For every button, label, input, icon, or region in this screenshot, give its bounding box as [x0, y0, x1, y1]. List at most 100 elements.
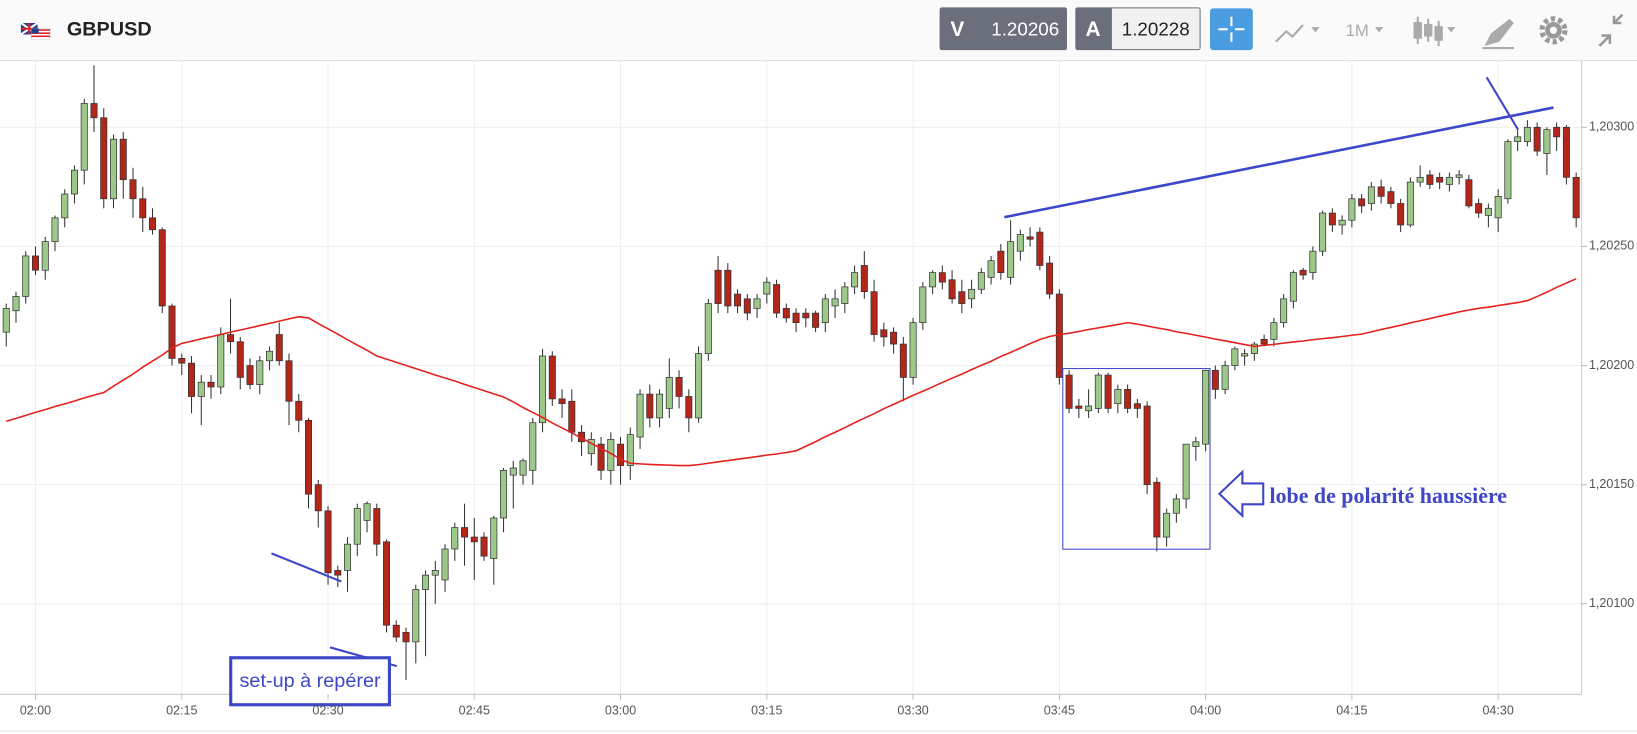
candle-body	[675, 377, 683, 397]
candle-body	[773, 284, 781, 314]
candle-body	[743, 298, 751, 314]
candle-body	[636, 393, 644, 438]
candle-body	[461, 527, 469, 538]
x-tick-label: 04:15	[1336, 703, 1367, 717]
draw-button[interactable]	[1482, 18, 1514, 50]
settings-button[interactable]	[1539, 16, 1568, 45]
bid-button[interactable]	[939, 7, 1067, 51]
candle-body	[938, 272, 946, 283]
candle-body	[344, 543, 352, 571]
x-tick-label: 02:30	[312, 703, 343, 717]
candle-body	[1445, 176, 1453, 185]
candle-body	[665, 377, 673, 409]
y-tick-label: 1,20150	[1589, 477, 1634, 491]
annotation-text: lobe de polarité haussière	[1270, 483, 1508, 508]
candle-body	[1533, 126, 1541, 152]
pointer-line	[271, 552, 342, 583]
candle-body	[519, 460, 527, 476]
ask-label: A	[1086, 18, 1101, 41]
candle-body	[71, 169, 78, 195]
arrow	[1217, 469, 1265, 519]
chart-type-button[interactable]	[1275, 24, 1320, 43]
candle-body	[792, 312, 800, 324]
candle-body	[207, 381, 215, 388]
y-tick-label: 1,20250	[1589, 239, 1634, 253]
candle-body	[880, 329, 888, 338]
candle-body	[529, 422, 537, 471]
candle-type-button[interactable]	[1413, 16, 1456, 46]
candle-body	[1250, 343, 1258, 354]
candle-body	[1475, 203, 1483, 214]
candle-body	[890, 331, 898, 345]
candle-body	[851, 272, 859, 288]
candle-body	[548, 355, 556, 400]
candle-body	[1221, 365, 1229, 390]
candle-body	[714, 269, 722, 304]
x-tick-label: 02:00	[20, 703, 51, 717]
candle-body	[41, 241, 49, 271]
candle-body	[1182, 443, 1190, 500]
candle-body	[617, 443, 625, 466]
candle-body	[1202, 369, 1210, 445]
candle-body	[217, 334, 225, 388]
x-tick-label: 03:30	[897, 703, 928, 717]
annotations: lobe de polarité haussière set-up à repé…	[229, 76, 1554, 707]
candle-body	[1465, 179, 1473, 207]
candle-body	[1397, 203, 1405, 226]
candle-body	[1328, 212, 1336, 226]
candle-body	[1572, 176, 1580, 219]
candle-body	[1270, 322, 1278, 340]
candle-body	[149, 217, 157, 231]
candle-body	[295, 400, 303, 421]
candle-body	[948, 279, 956, 300]
candle-body	[587, 439, 595, 455]
trend-line	[1004, 106, 1554, 219]
candle-body	[1085, 405, 1093, 412]
candle-body	[1406, 181, 1414, 226]
candle-body	[1319, 212, 1327, 252]
candle-body	[704, 303, 712, 354]
annotation-text: set-up à repérer	[240, 670, 381, 692]
candle-body	[178, 358, 186, 364]
candle-body	[353, 508, 361, 545]
candle-body	[1163, 512, 1171, 538]
candle-body	[412, 589, 420, 643]
candle-body	[246, 365, 254, 385]
ask-price: 1.20228	[1122, 18, 1190, 39]
candle-body	[441, 548, 449, 581]
candle-body	[802, 312, 810, 319]
candle-body	[1046, 262, 1054, 295]
candle-body	[119, 138, 127, 181]
flag-icon	[20, 22, 51, 40]
pointer-line	[1485, 76, 1519, 131]
candle-body	[821, 298, 829, 324]
crosshair-button[interactable]	[1210, 8, 1253, 51]
candle-body	[1036, 231, 1044, 266]
candle-body	[422, 574, 430, 590]
candle-body	[1367, 186, 1375, 204]
candle-body	[597, 443, 605, 471]
candle-body	[402, 631, 410, 643]
candle-body	[129, 179, 137, 200]
candle-body	[987, 260, 995, 278]
candle-body	[841, 286, 849, 304]
timeframe-button[interactable]: 1M	[1346, 21, 1369, 40]
candle-body	[1504, 141, 1512, 200]
candle-body	[1065, 374, 1073, 409]
candle-body	[227, 334, 235, 343]
candle-body	[1133, 403, 1141, 409]
candle-body	[480, 536, 488, 557]
candle-body	[860, 265, 868, 293]
candle-body	[870, 291, 878, 335]
candle-body	[80, 103, 88, 171]
x-tick-label: 04:00	[1190, 703, 1221, 717]
collapse-button[interactable]	[1598, 13, 1624, 47]
candle-body	[1309, 250, 1317, 273]
moving-average	[6, 278, 1577, 467]
candle-body	[1484, 207, 1492, 216]
candle-body	[392, 624, 400, 638]
x-tick-label: 03:00	[605, 703, 636, 717]
candle-body	[968, 288, 976, 300]
y-tick-label: 1,20200	[1589, 358, 1634, 372]
candle-body	[12, 296, 20, 312]
